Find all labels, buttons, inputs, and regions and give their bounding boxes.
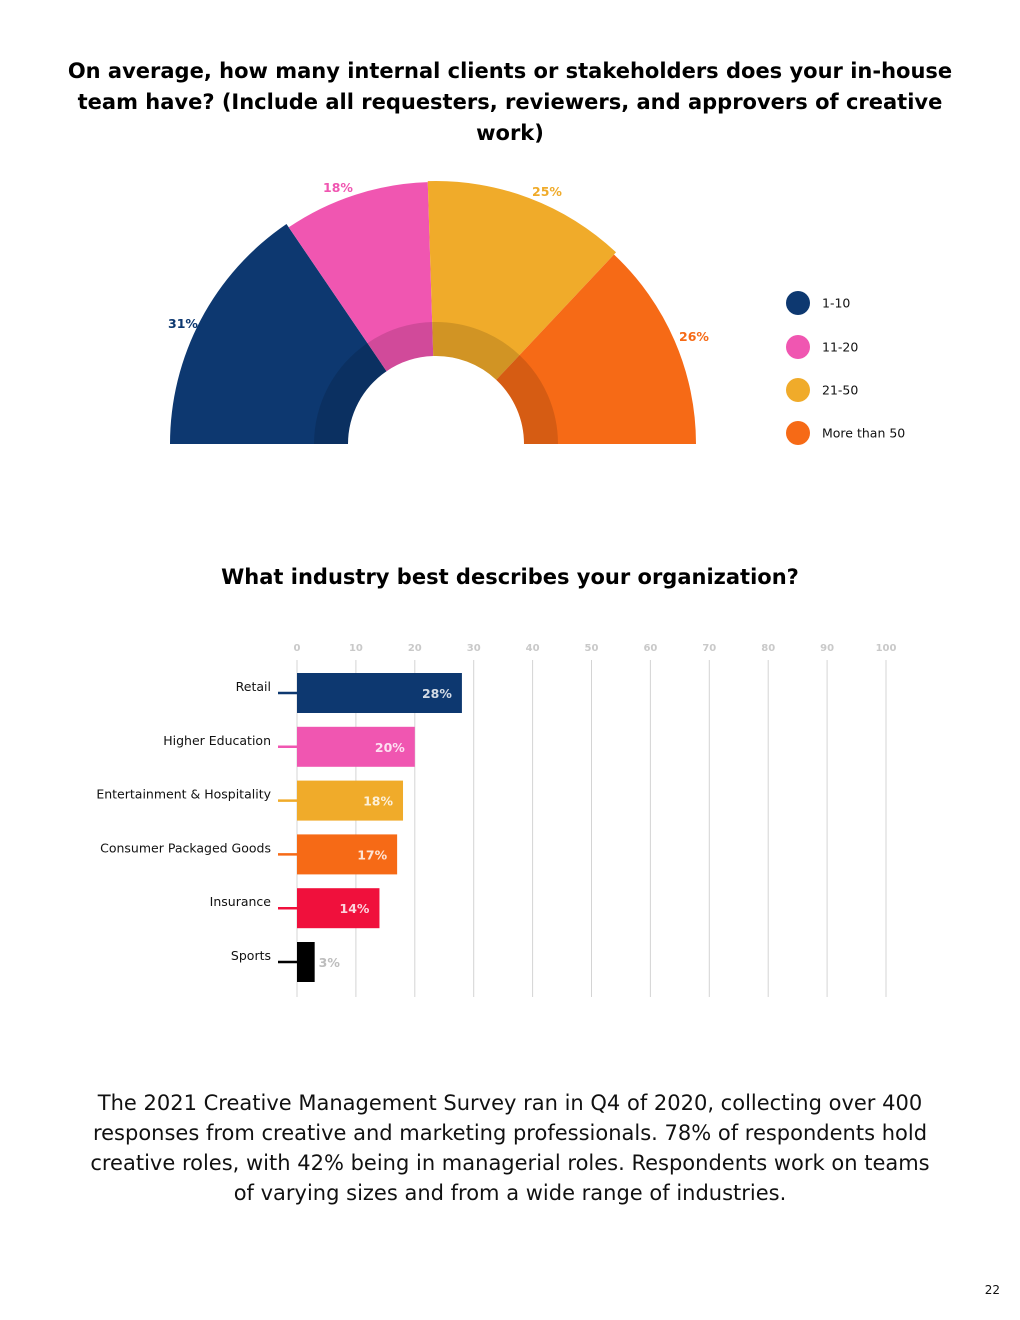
category-label-entertainment-hospitality: Entertainment & Hospitality <box>96 787 271 802</box>
tick-label-10: 10 <box>349 643 363 654</box>
slice-1-10 <box>170 223 387 444</box>
tick-label-20: 20 <box>408 643 422 654</box>
bar-insurance <box>297 888 380 929</box>
tick-label-80: 80 <box>761 643 775 654</box>
category-label-sports: Sports <box>231 948 271 963</box>
legend-swatch-11-20 <box>786 335 810 359</box>
category-label-higher-education: Higher Education <box>163 733 271 748</box>
tick-label-90: 90 <box>820 643 834 654</box>
tick-label-100: 100 <box>876 643 897 654</box>
slice-11-20 <box>288 182 434 372</box>
survey-summary: The 2021 Creative Management Survey ran … <box>90 1091 930 1205</box>
slice-21-50 <box>427 181 617 380</box>
tick-label-30: 30 <box>467 643 481 654</box>
donut-chart: 31% 18% 25% 26% 1-10 11-20 21-50 More than 50 <box>168 180 905 445</box>
legend-label-more-than-50: More than 50 <box>822 426 905 441</box>
tick-label-60: 60 <box>643 643 657 654</box>
tick-label-70: 70 <box>702 643 716 654</box>
slice-label-11-20: 18% <box>323 180 353 195</box>
bar-consumer-packaged-goods <box>297 834 398 875</box>
bar-sports <box>297 942 315 982</box>
bar-higher-education <box>297 726 415 767</box>
bar-value-entertainment-hospitality: 18% <box>363 794 393 809</box>
donut-chart-title: On average, how many internal clients or… <box>67 59 953 145</box>
slice-shade-21-50 <box>432 322 520 380</box>
slice-label-21-50: 25% <box>532 184 562 199</box>
bar-value-retail: 28% <box>422 686 452 701</box>
legend-label-21-50: 21-50 <box>822 383 858 398</box>
tick-label-40: 40 <box>526 643 540 654</box>
bar-entertainment-hospitality <box>297 780 404 821</box>
slice-label-more-than-50: 26% <box>679 329 709 344</box>
legend-label-1-10: 1-10 <box>822 296 850 311</box>
slice-shade-11-20 <box>367 322 434 372</box>
tick-label-0: 0 <box>294 643 301 654</box>
bar-value-consumer-packaged-goods: 17% <box>357 847 387 862</box>
page-number: 22 <box>984 1283 1000 1297</box>
legend-swatch-21-50 <box>786 378 810 402</box>
bar-value-insurance: 14% <box>340 901 370 916</box>
bar-chart-title: What industry best describes your organi… <box>221 565 799 589</box>
legend-label-11-20: 11-20 <box>822 340 858 355</box>
slice-label-1-10: 31% <box>168 316 198 331</box>
legend-swatch-more-than-50 <box>786 421 810 445</box>
category-label-insurance: Insurance <box>210 894 272 909</box>
bar-retail <box>297 673 462 713</box>
slice-shade-1-10 <box>314 343 387 444</box>
slice-shade-more-than-50 <box>496 355 558 444</box>
bar-value-higher-education: 20% <box>375 740 405 755</box>
bar-value-sports: 3% <box>319 955 341 970</box>
slice-more-than-50 <box>496 254 696 444</box>
category-label-consumer-packaged-goods: Consumer Packaged Goods <box>100 840 271 855</box>
legend-swatch-1-10 <box>786 291 810 315</box>
category-label-retail: Retail <box>236 679 271 694</box>
tick-label-50: 50 <box>585 643 599 654</box>
